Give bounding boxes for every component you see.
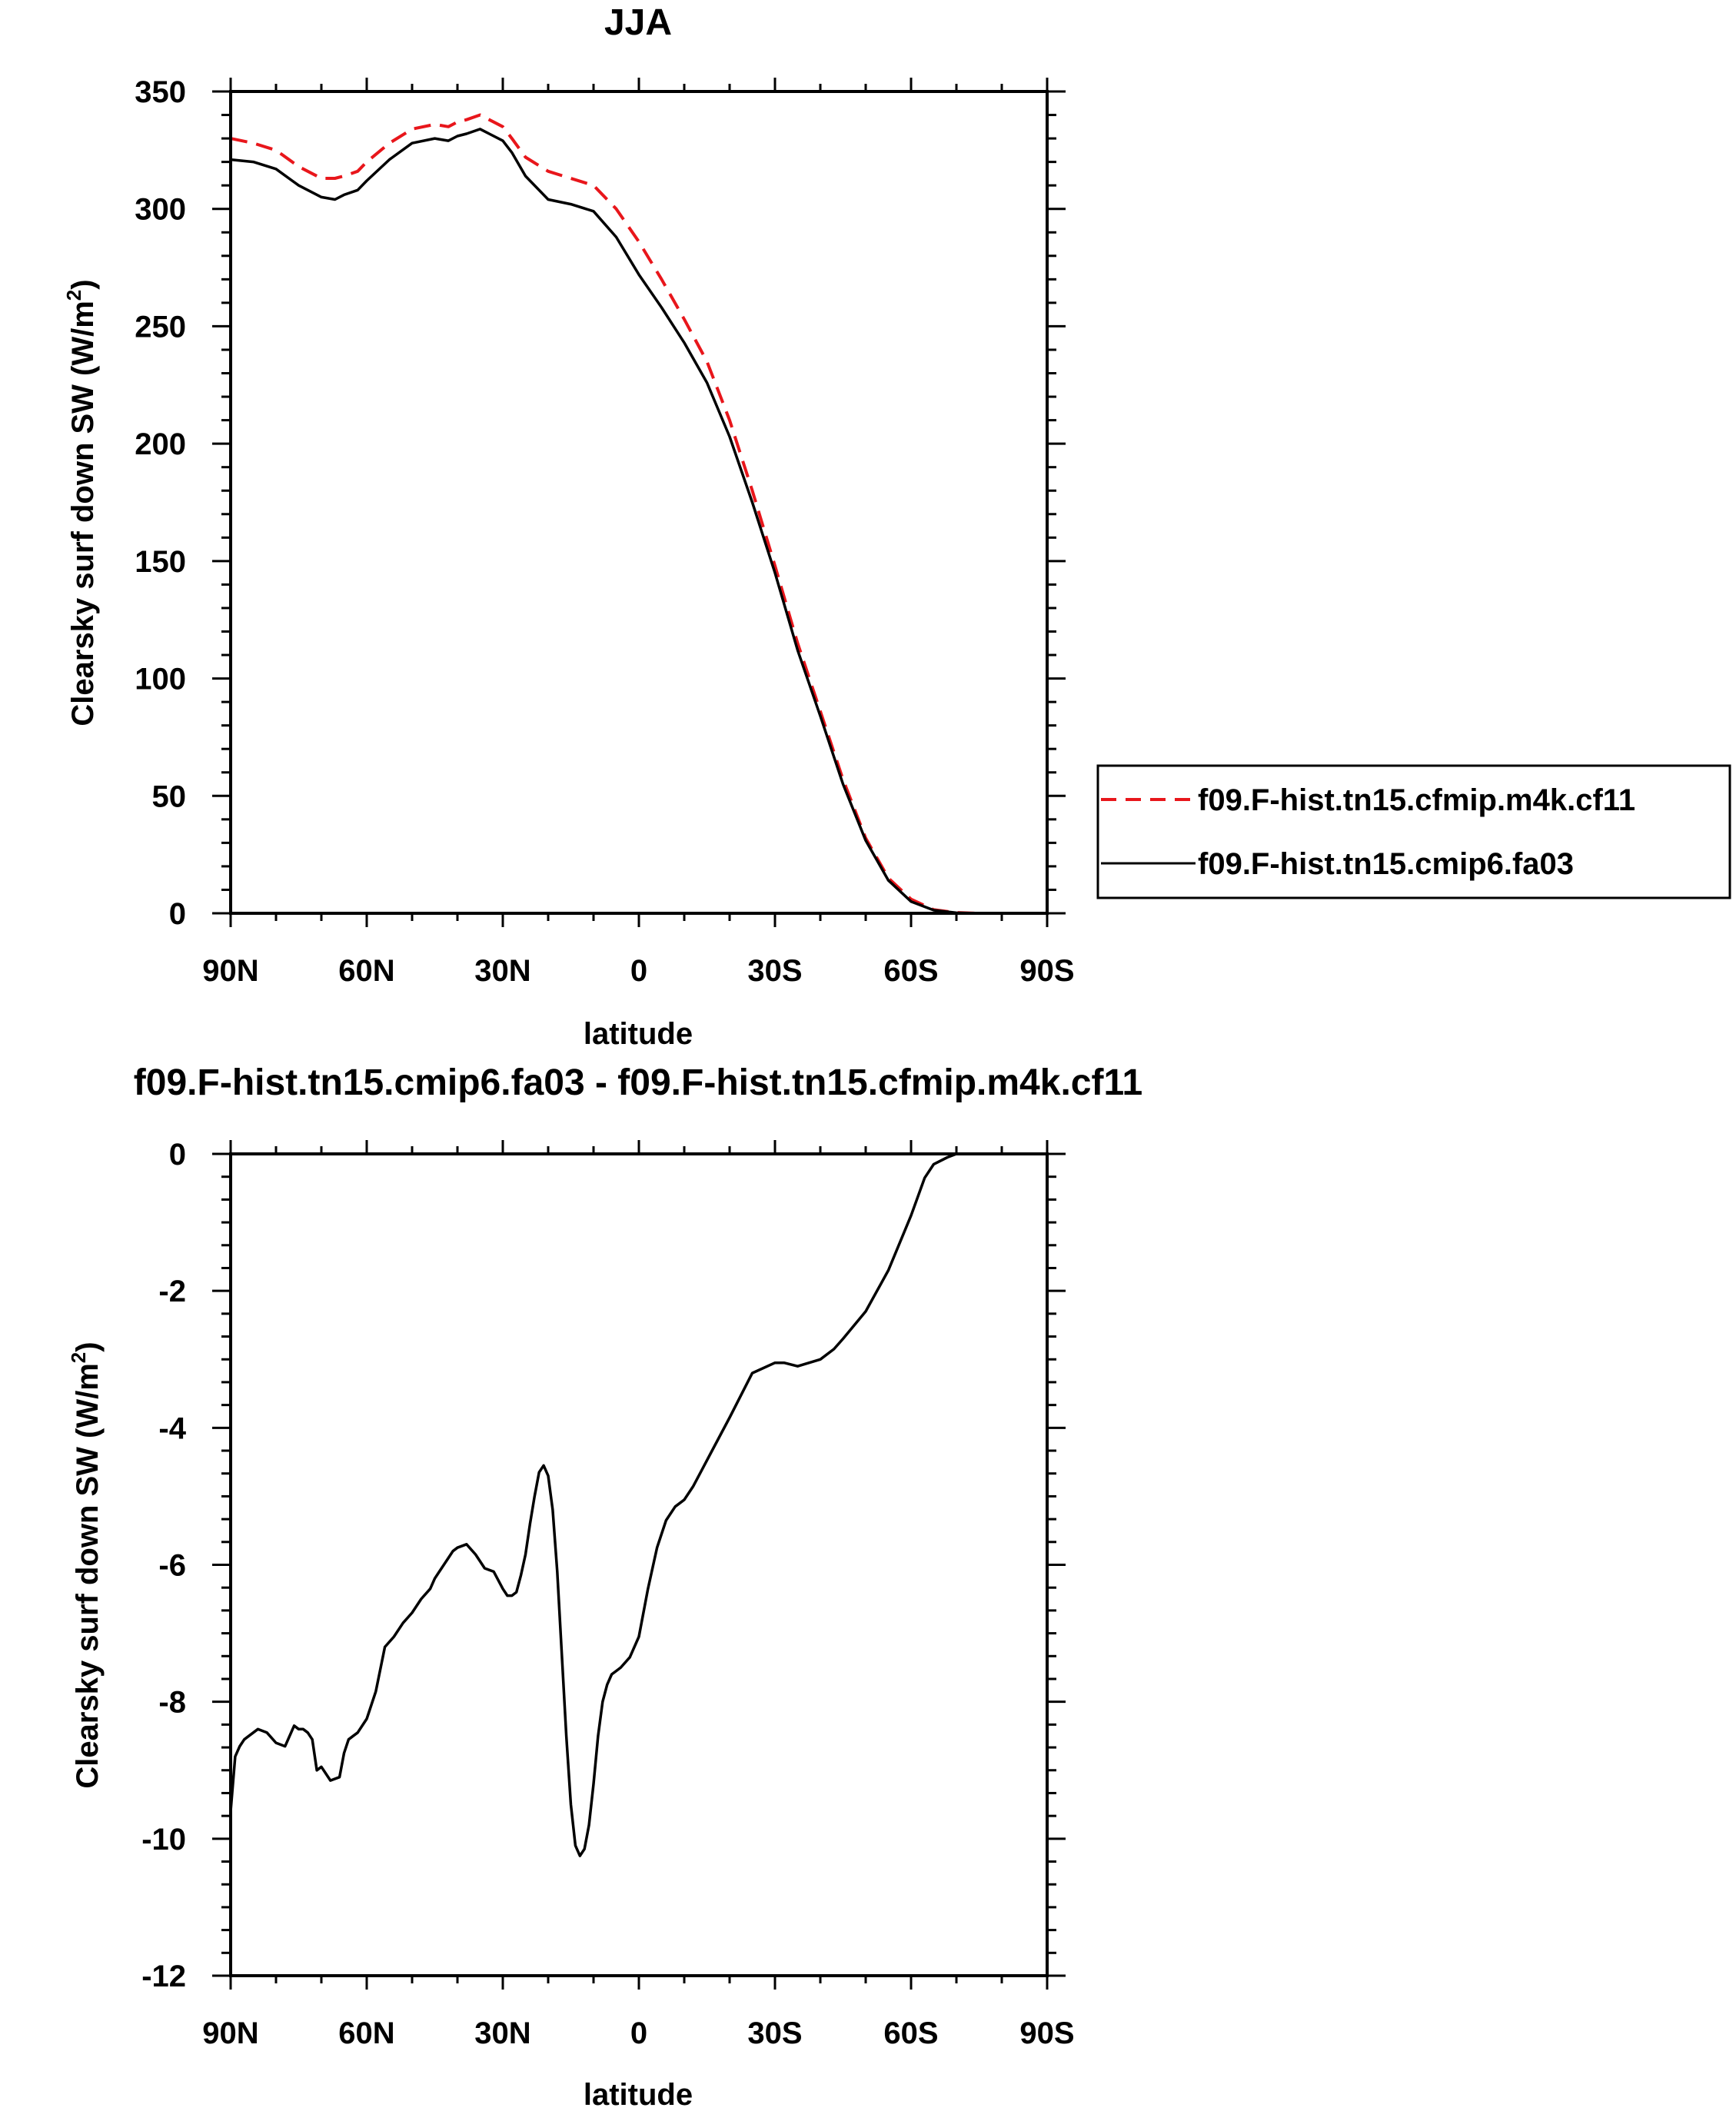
- bottom-x-tick-label: 30S: [747, 2016, 802, 2050]
- bottom-y-axis-label-sup: 2: [67, 1352, 90, 1363]
- bottom-x-tick-label: 60S: [883, 2016, 938, 2050]
- top-y-tick-label: 350: [135, 75, 186, 109]
- top-x-tick-label: 0: [630, 954, 647, 988]
- top-y-tick-label: 150: [135, 545, 186, 579]
- top-plot-frame: [229, 90, 1049, 915]
- bottom-y-tick-label: -4: [158, 1411, 186, 1445]
- top-y-tick-label: 250: [135, 310, 186, 344]
- top-y-tick-label: 0: [169, 897, 186, 931]
- bottom-y-tick-label: 0: [169, 1138, 186, 1172]
- bottom-y-axis-label-close: ): [71, 1341, 105, 1351]
- top-y-tick-label: 50: [152, 780, 187, 813]
- bottom-y-axis-label: Clearsky surf down SW (W/m2): [67, 1341, 105, 1788]
- top-x-tick-label: 60N: [338, 954, 394, 988]
- top-y-tick-label: 300: [135, 193, 186, 227]
- top-ticks: 90N 60N 30N 0 30S 60S 90S 0 50 100 150 200 250 300 350: [135, 75, 1074, 988]
- top-x-axis-label: latitude: [584, 1017, 693, 1051]
- top-y-axis-label: Clearsky surf down SW (W/m2): [62, 279, 100, 726]
- top-series: [230, 113, 1047, 915]
- top-y-tick-label: 200: [135, 427, 186, 461]
- legend-box: [1096, 764, 1731, 899]
- bottom-ticks: 90N 60N 30N 0 30S 60S 90S -12 -10 -8 -6 -4 -2 0: [141, 1138, 1074, 2050]
- bottom-chart-title: f09.F-hist.tn15.cmip6.fa03 - f09.F-hist.…: [134, 1062, 1142, 1103]
- top-series-line-2: [230, 128, 1047, 915]
- top-y-axis-label-sup: 2: [62, 290, 85, 301]
- bottom-y-tick-label: -12: [141, 1960, 186, 1993]
- top-y-axis-label-close: ): [66, 279, 100, 289]
- bottom-y-tick-label: -10: [141, 1823, 186, 1857]
- top-y-axis-label-main: Clearsky surf down SW (W/m: [66, 301, 100, 726]
- top-y-tick-label: 100: [135, 663, 186, 696]
- bottom-x-tick-label: 0: [630, 2016, 647, 2050]
- bottom-series: [229, 1152, 1047, 1857]
- top-chart-title: JJA: [604, 2, 672, 43]
- bottom-x-tick-label: 90S: [1019, 2016, 1074, 2050]
- top-x-tick-label: 60S: [883, 954, 938, 988]
- top-x-tick-label: 30N: [474, 954, 530, 988]
- top-x-tick-label: 30S: [747, 954, 802, 988]
- legend-label-m4k: f09.F-hist.tn15.cfmip.m4k.cf11: [1198, 783, 1635, 817]
- bottom-y-axis-label-main: Clearsky surf down SW (W/m: [71, 1363, 105, 1788]
- bottom-y-tick-label: -6: [158, 1549, 186, 1583]
- bottom-x-tick-label: 90N: [202, 2016, 258, 2050]
- top-x-tick-label: 90N: [202, 954, 258, 988]
- legend: f09.F-hist.tn15.cfmip.m4k.cf11 f09.F-his…: [1096, 764, 1731, 899]
- top-x-tick-label: 90S: [1019, 954, 1074, 988]
- bottom-x-tick-label: 60N: [338, 2016, 394, 2050]
- bottom-x-tick-label: 30N: [474, 2016, 530, 2050]
- bottom-x-axis-label: latitude: [584, 2078, 693, 2111]
- top-series-line-1: [230, 113, 1047, 915]
- bottom-series-line-1: [229, 1152, 1047, 1857]
- panel-bottom: f09.F-hist.tn15.cmip6.fa03 - f09.F-hist.…: [67, 1062, 1142, 2111]
- legend-label-fa03: f09.F-hist.tn15.cmip6.fa03: [1198, 847, 1574, 881]
- panel-top: JJA 90N 60N 30N 0 30S 60S 90S 0 50 100 150 200 250 30…: [62, 2, 1731, 1051]
- bottom-y-tick-label: -8: [158, 1686, 186, 1720]
- bottom-y-tick-label: -2: [158, 1275, 186, 1308]
- bottom-plot-frame: [229, 1152, 1049, 1977]
